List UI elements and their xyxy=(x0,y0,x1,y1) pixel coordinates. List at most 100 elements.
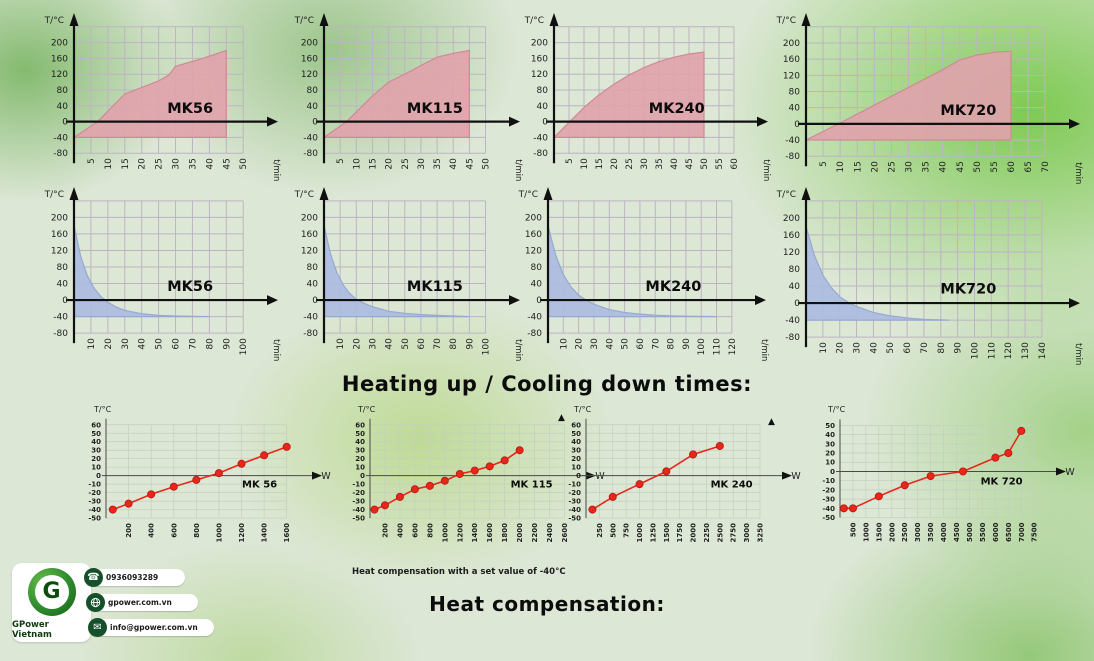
svg-text:70: 70 xyxy=(1041,161,1051,173)
svg-text:MK720: MK720 xyxy=(940,103,996,119)
svg-text:40: 40 xyxy=(537,102,549,112)
svg-text:1400: 1400 xyxy=(471,523,479,543)
svg-text:W: W xyxy=(1065,467,1075,478)
svg-text:-50: -50 xyxy=(88,515,101,523)
svg-text:40: 40 xyxy=(205,158,215,170)
svg-text:200: 200 xyxy=(783,214,800,224)
svg-text:30: 30 xyxy=(905,161,915,173)
svg-text:160: 160 xyxy=(51,54,68,64)
svg-text:W: W xyxy=(595,471,605,482)
svg-text:T/°C: T/°C xyxy=(776,190,796,200)
svg-text:110: 110 xyxy=(713,338,723,355)
heading-heating-cooling: Heating up / Cooling down times: xyxy=(341,372,753,396)
svg-text:40: 40 xyxy=(531,280,543,290)
svg-text:-10: -10 xyxy=(568,481,581,489)
svg-text:65: 65 xyxy=(1024,161,1034,172)
brand-name: GPower Vietnam xyxy=(12,620,52,640)
svg-text:10: 10 xyxy=(352,158,362,170)
svg-text:200: 200 xyxy=(301,39,318,49)
contact-phone: ☎ 0936093289 xyxy=(84,568,185,587)
svg-text:60: 60 xyxy=(417,338,427,350)
svg-text:600: 600 xyxy=(411,523,419,538)
svg-text:200: 200 xyxy=(51,213,68,223)
svg-text:4000: 4000 xyxy=(940,522,948,542)
svg-text:7000: 7000 xyxy=(1018,522,1026,542)
svg-text:0: 0 xyxy=(62,118,68,128)
compensation-chart-mk720: W T/°C 50 40 30 20 10 0 -10 -20 -30 -40 -50 500 1000 15… xyxy=(810,402,1078,564)
logo-letter: G xyxy=(42,579,61,604)
svg-text:-20: -20 xyxy=(568,489,581,497)
svg-text:MK115: MK115 xyxy=(407,279,463,295)
svg-text:30: 30 xyxy=(853,342,863,354)
svg-text:160: 160 xyxy=(301,54,318,64)
svg-text:1500: 1500 xyxy=(875,522,883,542)
svg-text:80: 80 xyxy=(307,86,319,96)
svg-text:60: 60 xyxy=(730,158,740,170)
svg-text:60: 60 xyxy=(1007,161,1017,173)
heating-chart-mk115: T/°C 200 160 120 80 40 0 -40 -80 5 10 15 20 25 30 35 40 4… xyxy=(286,6,523,181)
svg-text:120: 120 xyxy=(783,71,800,81)
svg-text:-80: -80 xyxy=(533,149,548,159)
svg-text:-50: -50 xyxy=(352,515,365,523)
svg-text:200: 200 xyxy=(301,213,318,223)
svg-text:-40: -40 xyxy=(303,313,318,323)
svg-text:40: 40 xyxy=(789,282,801,292)
svg-text:35: 35 xyxy=(655,158,665,169)
svg-text:1000: 1000 xyxy=(862,522,870,542)
svg-text:0: 0 xyxy=(794,120,800,130)
svg-text:30: 30 xyxy=(640,158,650,170)
svg-text:15: 15 xyxy=(368,158,378,169)
email-address: info@gpower.com.vn xyxy=(110,623,198,632)
svg-text:750: 750 xyxy=(623,523,631,538)
svg-text:80: 80 xyxy=(57,263,69,273)
svg-text:1000: 1000 xyxy=(636,523,644,543)
contact-email: ✉ info@gpower.com.vn xyxy=(88,618,214,637)
svg-text:100: 100 xyxy=(239,338,249,355)
svg-text:2500: 2500 xyxy=(716,523,724,543)
svg-text:200: 200 xyxy=(381,523,389,538)
svg-text:MK56: MK56 xyxy=(167,101,213,117)
svg-text:MK 720: MK 720 xyxy=(981,476,1023,487)
svg-text:T/°C: T/°C xyxy=(294,190,314,200)
svg-text:60: 60 xyxy=(903,342,913,354)
svg-text:-50: -50 xyxy=(822,514,835,522)
comp-caption: Heat compensation with a set value of -4… xyxy=(352,567,566,577)
svg-text:20: 20 xyxy=(104,338,114,350)
svg-text:10: 10 xyxy=(571,464,581,472)
svg-text:1750: 1750 xyxy=(676,523,684,543)
svg-text:MK56: MK56 xyxy=(167,279,213,295)
svg-text:15: 15 xyxy=(595,158,605,169)
svg-text:-40: -40 xyxy=(533,133,548,143)
svg-text:MK240: MK240 xyxy=(645,279,701,295)
svg-text:70: 70 xyxy=(188,338,198,350)
svg-text:120: 120 xyxy=(301,70,318,80)
svg-text:-40: -40 xyxy=(527,313,542,323)
svg-text:55: 55 xyxy=(715,158,725,169)
svg-text:50: 50 xyxy=(482,158,492,170)
svg-text:1600: 1600 xyxy=(283,523,291,543)
svg-text:-10: -10 xyxy=(822,477,835,485)
svg-text:-80: -80 xyxy=(53,329,68,339)
svg-text:20: 20 xyxy=(352,338,362,350)
svg-text:-80: -80 xyxy=(527,329,542,339)
svg-text:T/°C: T/°C xyxy=(44,16,64,26)
svg-text:0: 0 xyxy=(62,296,68,306)
svg-text:-40: -40 xyxy=(88,506,101,514)
svg-text:5500: 5500 xyxy=(979,522,987,542)
svg-text:40: 40 xyxy=(57,102,69,112)
svg-text:3500: 3500 xyxy=(927,522,935,542)
heating-chart-mk56: T/°C 200 160 120 80 40 0 -40 -80 5 10 15 20 25 30 35 40 4… xyxy=(36,6,281,181)
svg-text:T/°C: T/°C xyxy=(827,405,846,414)
svg-text:30: 30 xyxy=(825,440,835,448)
svg-text:90: 90 xyxy=(682,338,692,350)
svg-text:1000: 1000 xyxy=(215,523,223,543)
svg-text:90: 90 xyxy=(465,338,475,350)
svg-text:t/min: t/min xyxy=(761,159,771,181)
compensation-chart-mk56: W T/°C 60 50 40 30 20 10 0 -10 -20 -30 -40 -50 200 400 6… xyxy=(76,402,334,564)
svg-text:120: 120 xyxy=(1004,342,1014,359)
svg-text:40: 40 xyxy=(789,104,801,114)
svg-text:-20: -20 xyxy=(352,489,365,497)
svg-text:40: 40 xyxy=(670,158,680,170)
svg-text:80: 80 xyxy=(307,263,319,273)
svg-text:160: 160 xyxy=(525,230,542,240)
